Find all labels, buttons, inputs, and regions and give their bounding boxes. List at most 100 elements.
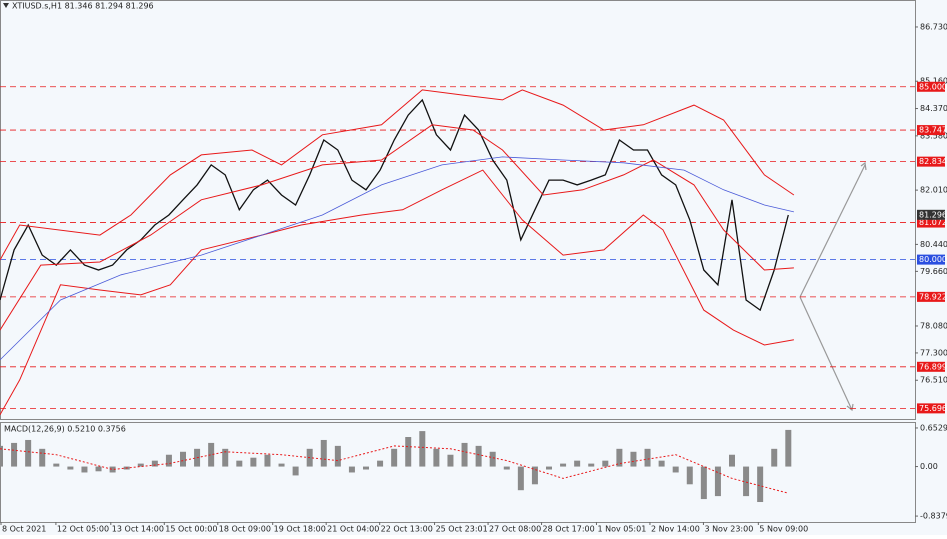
macd-bar bbox=[686, 466, 693, 485]
level-label: 85.000 bbox=[919, 82, 947, 91]
y-tick-label: 82.010 bbox=[920, 186, 947, 195]
macd-bar bbox=[630, 451, 637, 467]
level-label-box bbox=[917, 217, 945, 228]
series-line bbox=[0, 89, 795, 261]
y-tick-label: 78.080 bbox=[920, 321, 947, 330]
level-label: 83.747 bbox=[919, 126, 947, 135]
x-tick-label: 27 Oct 08:00 bbox=[489, 525, 541, 534]
macd-bar bbox=[377, 460, 384, 467]
x-tick-label: 3 Nov 23:00 bbox=[704, 525, 753, 534]
macd-bar bbox=[53, 463, 60, 467]
level-label-box bbox=[917, 81, 945, 92]
main-frame bbox=[0, 0, 916, 420]
current-price-label: 81.296 bbox=[919, 210, 947, 219]
level-label-box bbox=[917, 403, 945, 414]
y-tick-label: 76.510 bbox=[920, 376, 947, 385]
macd-bar bbox=[67, 466, 74, 470]
macd-bar bbox=[95, 466, 102, 472]
macd-bar bbox=[447, 454, 454, 467]
menu-arrow[interactable] bbox=[3, 3, 9, 8]
macd-bar bbox=[489, 451, 496, 467]
macd-bar bbox=[348, 466, 355, 473]
macd-bar bbox=[714, 466, 721, 497]
x-tick-label: 19 Oct 18:00 bbox=[274, 525, 326, 534]
macd-bar bbox=[236, 460, 243, 467]
macd-bar bbox=[658, 460, 665, 467]
level-label: 75.696 bbox=[919, 404, 947, 413]
macd-bar bbox=[644, 448, 651, 467]
x-tick-label: 5 Nov 09:00 bbox=[759, 525, 808, 534]
macd-bar bbox=[334, 445, 341, 467]
macd-bar bbox=[0, 445, 3, 467]
x-tick-label: 2 Nov 14:00 bbox=[651, 525, 700, 534]
macd-bar bbox=[461, 442, 468, 467]
macd-bar bbox=[757, 466, 764, 503]
macd-bar bbox=[771, 448, 778, 467]
macd-bar bbox=[39, 448, 46, 467]
series-line bbox=[0, 124, 794, 331]
level-label: 81.072 bbox=[919, 218, 947, 227]
macd-bar bbox=[503, 466, 510, 470]
macd-bar bbox=[320, 439, 327, 467]
chart-title: XTIUSD.s,H1 81.346 81.294 81.296 bbox=[12, 2, 154, 11]
series-line bbox=[0, 156, 794, 361]
macd-bar bbox=[81, 466, 88, 473]
macd-bar bbox=[109, 466, 116, 473]
macd-bar bbox=[165, 454, 172, 467]
level-label-box bbox=[917, 254, 945, 265]
macd-bar bbox=[531, 466, 538, 485]
level-label-box bbox=[917, 156, 945, 167]
level-label: 76.899 bbox=[919, 362, 947, 371]
macd-frame bbox=[0, 422, 916, 523]
x-tick-label: 13 Oct 14:00 bbox=[112, 525, 164, 534]
y-tick-label: 80.440 bbox=[920, 240, 947, 249]
y-tick-label: 77.300 bbox=[920, 348, 947, 357]
x-tick-label: 8 Oct 2021 bbox=[2, 525, 46, 534]
signal-line bbox=[0, 445, 789, 494]
macd-bar bbox=[616, 448, 623, 467]
macd-bar bbox=[560, 463, 567, 467]
macd-bar bbox=[292, 466, 299, 476]
level-label: 80.000 bbox=[919, 255, 947, 264]
y-tick-label: -0.8379 bbox=[920, 512, 947, 521]
macd-bar bbox=[672, 466, 679, 473]
x-tick-label: 21 Oct 04:00 bbox=[327, 525, 379, 534]
macd-bar bbox=[574, 460, 581, 467]
macd-bar bbox=[785, 429, 792, 467]
macd-bar bbox=[25, 439, 32, 467]
macd-bar bbox=[264, 454, 271, 467]
level-label-box bbox=[917, 361, 945, 372]
x-tick-label: 22 Oct 13:00 bbox=[381, 525, 433, 534]
level-label: 82.834 bbox=[919, 157, 947, 166]
macd-bar bbox=[391, 448, 398, 467]
x-tick-label: 18 Oct 09:00 bbox=[219, 525, 271, 534]
macd-bar bbox=[517, 466, 524, 491]
macd-bar bbox=[250, 457, 257, 467]
macd-bar bbox=[546, 466, 552, 470]
macd-bar bbox=[151, 460, 158, 467]
macd-bar bbox=[363, 466, 369, 470]
y-tick-label: 83.580 bbox=[920, 131, 947, 140]
macd-bar bbox=[433, 448, 440, 467]
macd-bar bbox=[602, 460, 609, 467]
macd-bar bbox=[137, 463, 144, 467]
macd-bar bbox=[700, 466, 707, 500]
macd-bar bbox=[588, 463, 595, 467]
y-tick-label: 86.730 bbox=[920, 22, 947, 31]
y-tick-label: 85.160 bbox=[920, 77, 947, 86]
macd-bar bbox=[11, 442, 18, 467]
y-tick-label: 0.00 bbox=[920, 462, 938, 471]
y-tick-label: 84.370 bbox=[920, 104, 947, 113]
macd-bar bbox=[405, 437, 412, 467]
macd-bar bbox=[743, 466, 750, 497]
x-tick-label: 1 Nov 05:01 bbox=[597, 525, 646, 534]
projection-arrows bbox=[799, 161, 867, 412]
macd-bar bbox=[222, 448, 229, 467]
macd-bar bbox=[729, 454, 735, 467]
macd-bar bbox=[180, 451, 186, 467]
macd-bar bbox=[208, 442, 215, 467]
y-tick-label: 79.660 bbox=[920, 267, 947, 276]
x-tick-label: 28 Oct 17:00 bbox=[543, 525, 595, 534]
x-tick-label: 25 Oct 23:01 bbox=[436, 525, 488, 534]
